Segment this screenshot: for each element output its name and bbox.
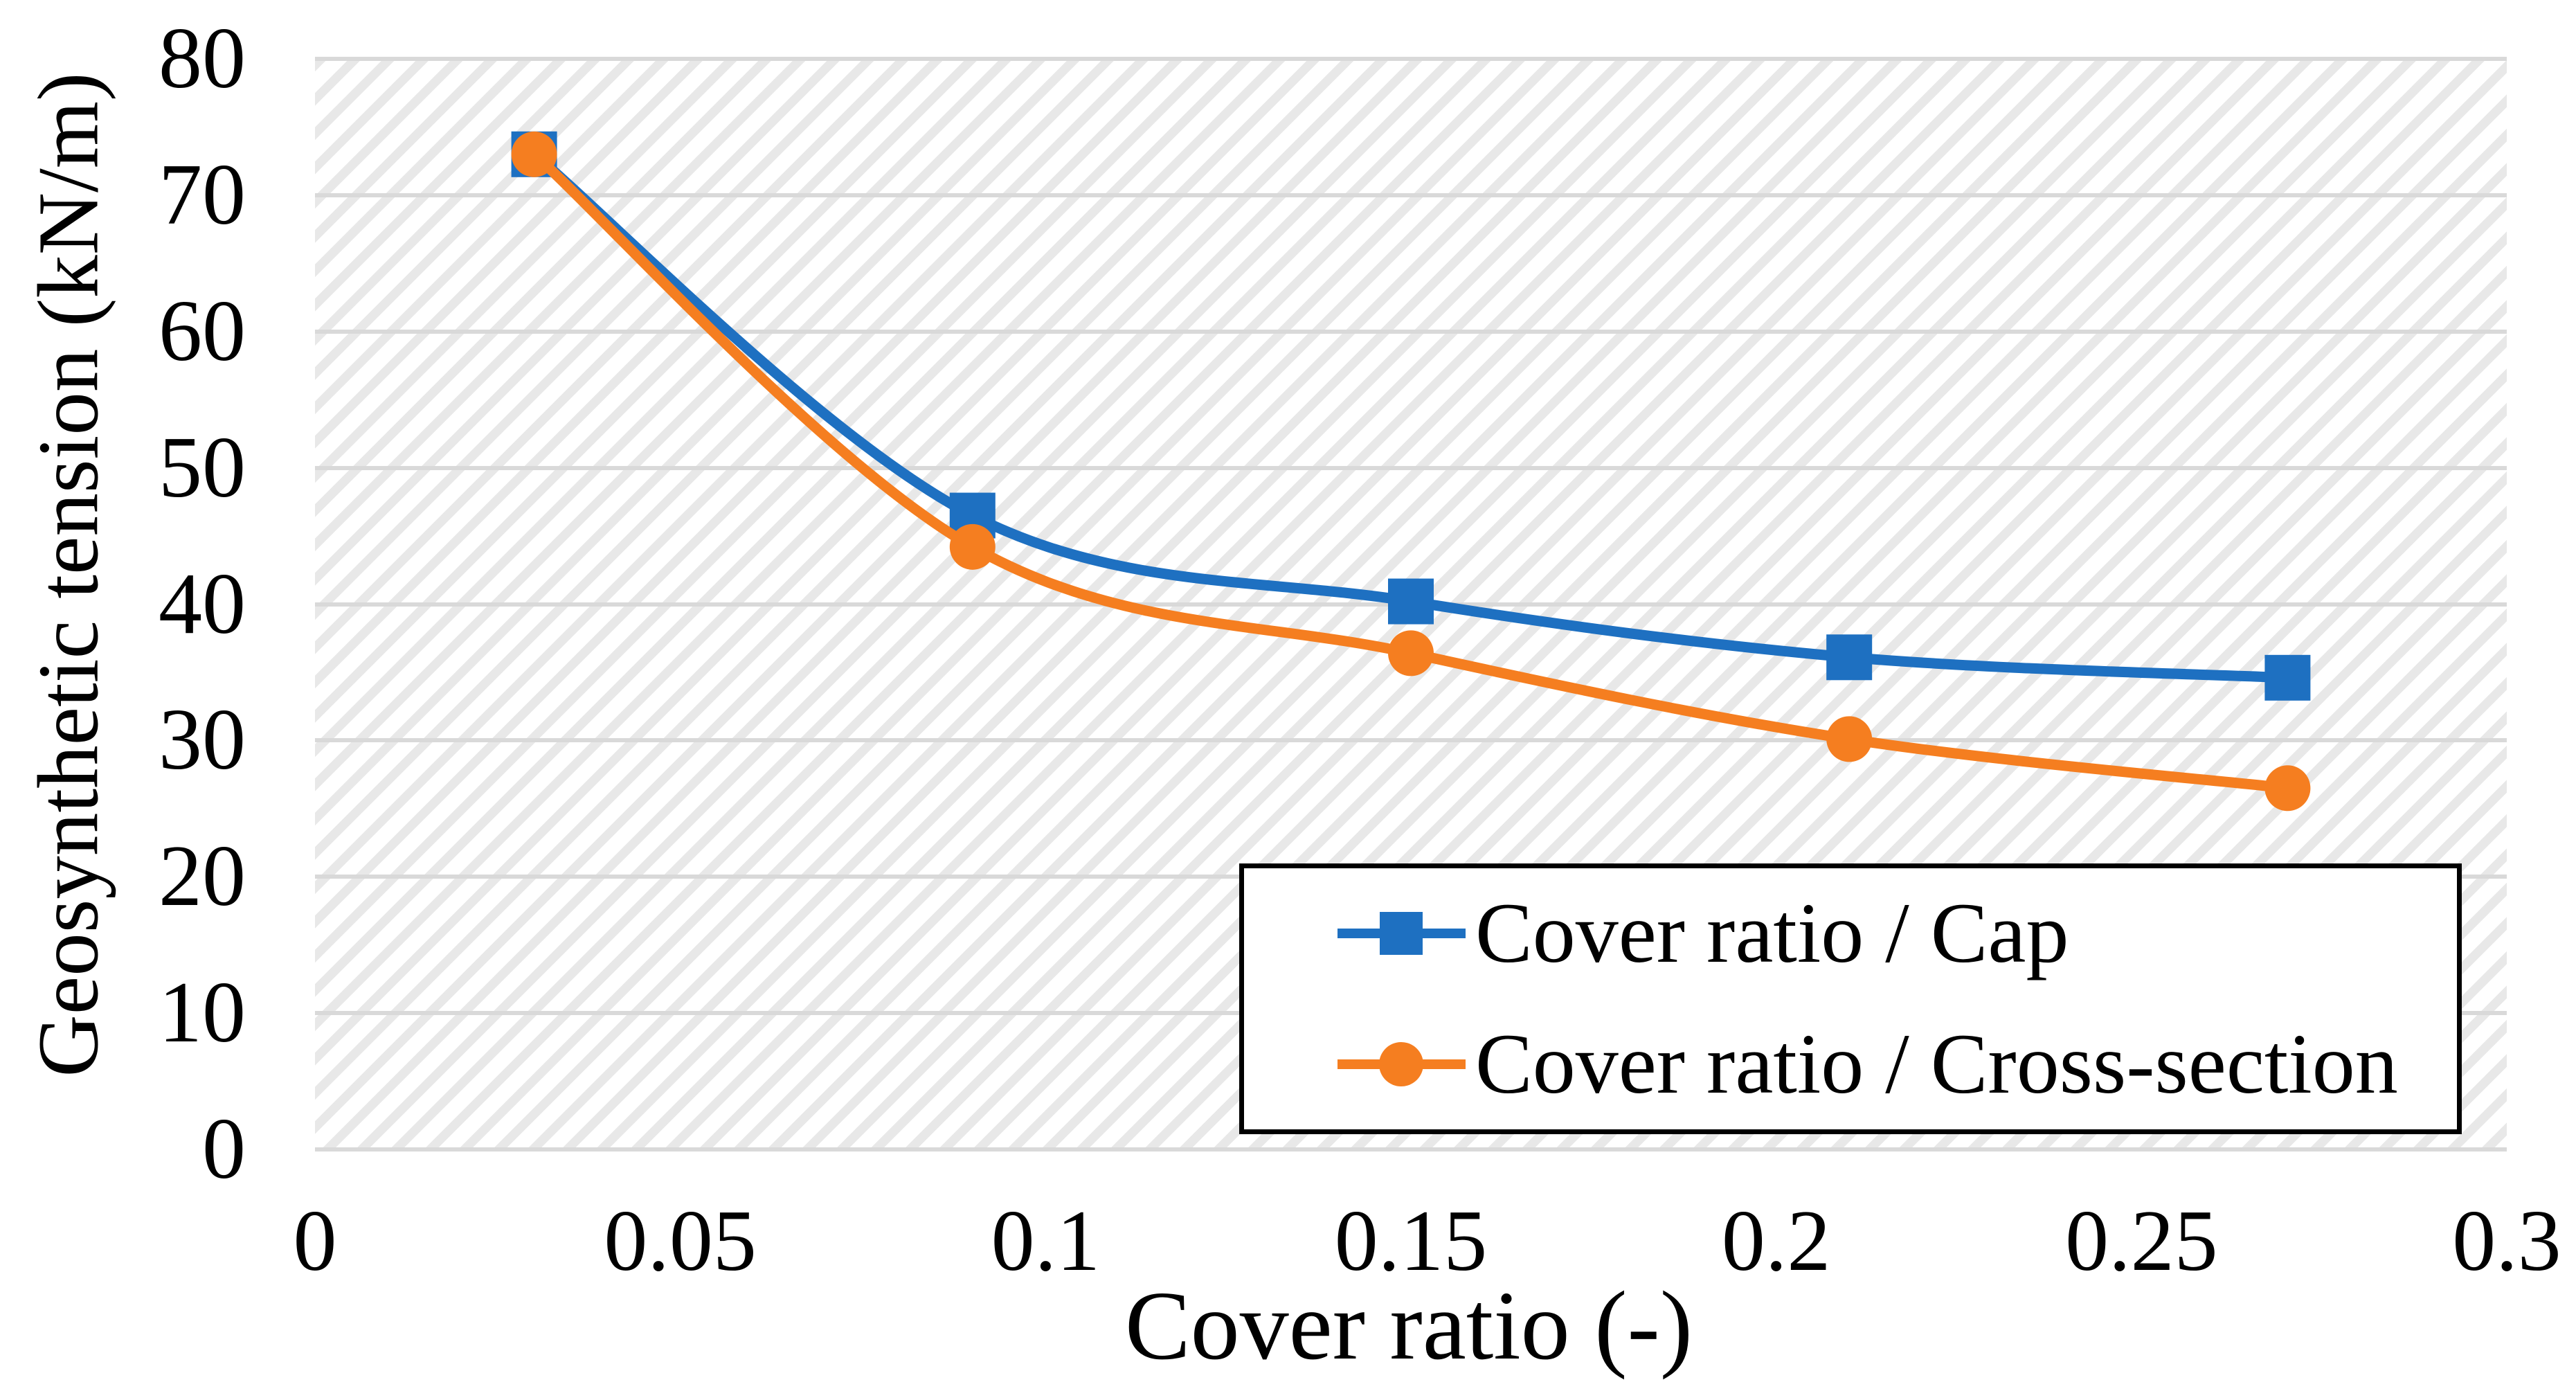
legend-swatch-square-icon xyxy=(1337,912,1466,956)
legend: Cover ratio / Cap Cover ratio / Cross-sec… xyxy=(1239,863,2462,1134)
x-tick-label: 0.1 xyxy=(991,1193,1101,1289)
legend-label: Cover ratio / Cross-section xyxy=(1475,1016,2398,1111)
y-tick-label: 30 xyxy=(159,692,246,789)
legend-label: Cover ratio / Cap xyxy=(1475,886,2069,981)
y-tick-label: 50 xyxy=(159,419,246,516)
y-tick-label: 60 xyxy=(159,283,246,379)
gridline xyxy=(315,329,2507,334)
y-tick-label: 20 xyxy=(159,828,246,925)
gridline xyxy=(315,465,2507,470)
x-tick-label: 0.2 xyxy=(1721,1193,1831,1289)
legend-item: Cover ratio / Cross-section xyxy=(1337,1021,2457,1107)
x-tick-label: 0.25 xyxy=(2065,1193,2218,1289)
square-marker-icon xyxy=(1388,578,1434,625)
gridline xyxy=(315,738,2507,743)
square-marker-icon xyxy=(1826,634,1873,681)
gridline xyxy=(315,1147,2507,1151)
legend-swatch-circle-icon xyxy=(1337,1041,1466,1086)
series-line-2 xyxy=(530,150,2289,794)
x-tick-label: 0 xyxy=(293,1193,337,1289)
legend-item: Cover ratio / Cap xyxy=(1337,890,2457,976)
circle-marker-icon xyxy=(1826,716,1873,762)
gridline xyxy=(315,57,2507,61)
x-tick-label: 0.15 xyxy=(1334,1193,1488,1289)
y-tick-label: 40 xyxy=(159,555,246,652)
x-tick-label: 0.05 xyxy=(604,1193,757,1289)
y-tick-label: 80 xyxy=(159,10,246,107)
y-tick-label: 0 xyxy=(202,1101,246,1197)
series-svg xyxy=(511,131,2311,812)
plot-area: Cover ratio / Cap Cover ratio / Cross-sec… xyxy=(315,57,2507,1151)
circle-marker-icon xyxy=(2264,765,2311,812)
x-axis-title: Cover ratio (-) xyxy=(1124,1271,1693,1380)
gridline xyxy=(315,192,2507,197)
y-tick-label: 10 xyxy=(159,965,246,1061)
circle-marker-icon xyxy=(949,523,996,570)
x-tick-label: 0.3 xyxy=(2452,1193,2561,1289)
y-tick-label: 70 xyxy=(159,146,246,243)
square-marker-icon xyxy=(2264,654,2311,701)
circle-marker-icon xyxy=(1388,630,1434,676)
circle-marker-icon xyxy=(511,131,557,177)
